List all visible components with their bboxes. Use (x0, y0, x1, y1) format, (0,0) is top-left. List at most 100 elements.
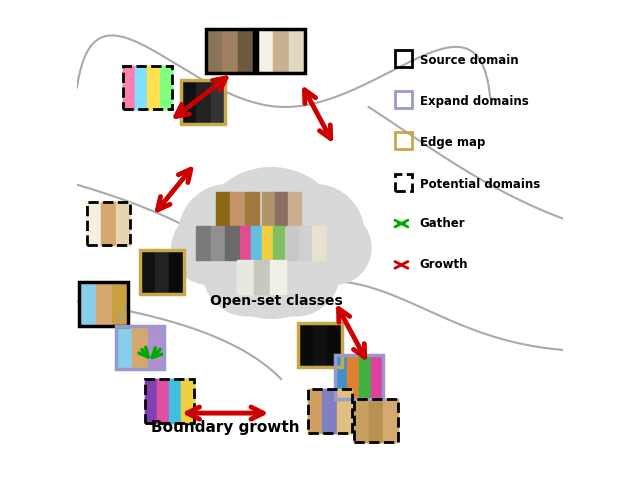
Bar (396, 174, 412, 191)
Bar (148, 326, 164, 369)
Bar (206, 29, 254, 73)
Bar (308, 389, 351, 433)
Text: Growth: Growth (420, 259, 468, 271)
Text: Gather: Gather (420, 217, 465, 230)
Bar (147, 66, 159, 109)
Bar (116, 326, 164, 369)
Circle shape (196, 168, 347, 318)
Bar (145, 379, 194, 423)
Bar (335, 355, 383, 399)
Bar (182, 80, 225, 124)
Bar (140, 250, 184, 294)
Bar (79, 282, 128, 326)
Bar (79, 282, 128, 326)
Circle shape (266, 185, 364, 282)
Bar (337, 389, 351, 433)
Bar (286, 226, 299, 260)
Bar (140, 250, 184, 294)
Bar (298, 323, 342, 367)
Bar (335, 355, 347, 399)
Bar (222, 29, 238, 73)
Bar (145, 379, 157, 423)
Bar (132, 326, 148, 369)
Bar (159, 66, 172, 109)
Bar (335, 355, 383, 399)
Circle shape (252, 228, 339, 316)
Text: Edge map: Edge map (420, 136, 485, 149)
Bar (135, 66, 147, 109)
Bar (230, 192, 244, 226)
Text: Boundary growth: Boundary growth (151, 420, 300, 435)
Bar (359, 355, 371, 399)
Bar (308, 389, 351, 433)
Bar (354, 399, 397, 442)
Circle shape (172, 211, 244, 284)
Bar (170, 250, 184, 294)
Bar (170, 379, 182, 423)
Bar (244, 192, 259, 226)
Bar (182, 80, 196, 124)
Bar (112, 282, 128, 326)
Bar (155, 250, 170, 294)
Bar (206, 29, 254, 73)
Bar (257, 29, 305, 73)
Bar (237, 260, 253, 294)
Text: Source domain: Source domain (420, 53, 518, 67)
Bar (216, 192, 230, 226)
Bar (123, 66, 135, 109)
Bar (369, 399, 383, 442)
Bar (313, 323, 327, 367)
Text: Open-set classes: Open-set classes (210, 295, 342, 308)
Bar (354, 399, 397, 442)
Bar (206, 29, 222, 73)
Text: Expand domains: Expand domains (420, 95, 529, 108)
Bar (298, 323, 313, 367)
Bar (253, 260, 270, 294)
Bar (123, 66, 172, 109)
Bar (270, 260, 286, 294)
Bar (101, 202, 116, 245)
Bar (140, 250, 155, 294)
Bar (196, 80, 211, 124)
Circle shape (179, 185, 276, 282)
Bar (211, 80, 225, 124)
Bar (257, 29, 273, 73)
Bar (116, 326, 132, 369)
Bar (95, 282, 112, 326)
Bar (347, 355, 359, 399)
Bar (396, 132, 412, 150)
Bar (287, 192, 301, 226)
Bar (262, 192, 275, 226)
Bar (327, 323, 342, 367)
Bar (238, 29, 254, 73)
Bar (275, 192, 287, 226)
Bar (289, 29, 305, 73)
Bar (211, 226, 225, 260)
Bar (86, 202, 131, 245)
Bar (396, 91, 412, 108)
Bar (312, 226, 325, 260)
Circle shape (204, 228, 291, 316)
Bar (182, 80, 225, 124)
Bar (396, 50, 412, 67)
Circle shape (298, 211, 371, 284)
Bar (116, 326, 164, 369)
Bar (298, 323, 342, 367)
Bar (257, 29, 305, 73)
Bar (262, 226, 273, 260)
Bar (86, 202, 101, 245)
Bar (116, 202, 131, 245)
Bar (225, 226, 240, 260)
Bar (79, 282, 95, 326)
Bar (371, 355, 383, 399)
Bar (182, 379, 194, 423)
Bar (145, 379, 194, 423)
Bar (251, 226, 262, 260)
Bar (323, 389, 337, 433)
Bar (157, 379, 170, 423)
Bar (354, 399, 369, 442)
Bar (86, 202, 131, 245)
Bar (123, 66, 172, 109)
Bar (273, 226, 284, 260)
Text: Potential domains: Potential domains (420, 177, 540, 191)
